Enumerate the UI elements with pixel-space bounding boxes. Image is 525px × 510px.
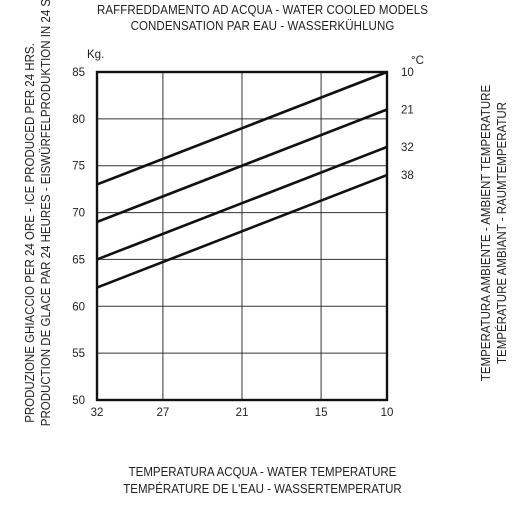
x-axis-title-line2: TEMPÉRATURE DE L'EAU - WASSERTEMPERATUR — [123, 482, 402, 496]
y-tick-label-55: 55 — [72, 348, 85, 360]
x-tick-label-10: 10 — [381, 407, 394, 419]
x-tick-label-27: 27 — [157, 407, 170, 419]
chart-title-line1: RAFFREDDAMENTO AD ACQUA - WATER COOLED M… — [96, 3, 429, 17]
series-label-38: 38 — [401, 170, 414, 182]
y-tick-label-70: 70 — [72, 208, 85, 220]
series-line-32 — [96, 145, 388, 261]
series-unit-label: °C — [411, 55, 424, 67]
series-line-38 — [96, 173, 388, 289]
x-tick-label-32: 32 — [91, 407, 104, 419]
plot-frame — [95, 70, 389, 402]
y-tick-label-60: 60 — [72, 301, 85, 313]
x-tick-label-21: 21 — [236, 407, 249, 419]
x-tick-label-15: 15 — [315, 407, 328, 419]
y-unit-label: Kg. — [87, 49, 104, 61]
y-tick-label-80: 80 — [72, 114, 85, 126]
series-label-10: 10 — [401, 67, 414, 79]
chart-title-line2: CONDENSATION PAR EAU - WASSERKÜHLUNG — [130, 19, 395, 33]
x-axis-title-line1: TEMPERATURA ACQUA - WATER TEMPERATURE — [128, 465, 397, 479]
y-tick-label-75: 75 — [72, 161, 85, 173]
y-tick-label-85: 85 — [72, 67, 85, 79]
series-label-32: 32 — [401, 142, 414, 154]
series-line-21 — [96, 108, 388, 224]
series-label-21: 21 — [401, 104, 414, 116]
y-tick-label-50: 50 — [72, 395, 85, 407]
y-tick-label-65: 65 — [72, 254, 85, 266]
series-line-10 — [96, 70, 388, 186]
